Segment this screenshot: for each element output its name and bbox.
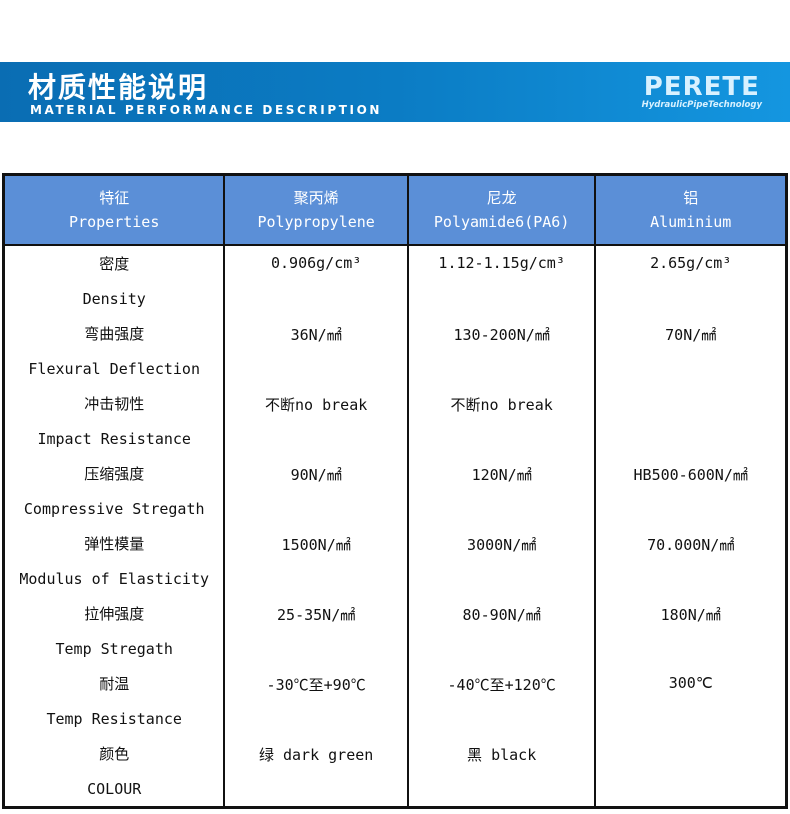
property-en: Impact Resistance xyxy=(2,421,226,456)
header-zh: 特征 xyxy=(99,189,130,207)
property-en: Temp Stregath xyxy=(2,631,226,666)
column-header: 尼龙 Polyamide6(PA6) xyxy=(406,173,597,246)
header-zh: 聚丙烯 xyxy=(293,189,339,207)
polypropylene-value: 36N/㎟ xyxy=(223,316,409,386)
header-banner: 材质性能说明 MATERIAL PERFORMANCE DESCRIPTION … xyxy=(0,62,790,122)
property-en: COLOUR xyxy=(2,771,226,808)
table-row-en: Flexural Deflection xyxy=(2,351,787,386)
property-zh: 密度 xyxy=(2,245,226,281)
property-zh: 压缩强度 xyxy=(2,456,226,491)
header-en: Aluminium xyxy=(650,213,732,231)
polypropylene-value: 90N/㎟ xyxy=(223,456,409,526)
header-zh: 铝 xyxy=(683,189,699,207)
table-row: 拉伸强度 25-35N/㎟ 80-90N/㎟ 180N/㎟ xyxy=(2,596,788,666)
column-header: 特征 Properties xyxy=(2,173,226,246)
property-zh: 弯曲强度 xyxy=(2,316,226,351)
column-header: 聚丙烯 Polypropylene xyxy=(223,173,409,246)
property-en: Density xyxy=(2,281,226,316)
perete-logo: PERETE HydraulicPipeTechnology xyxy=(641,72,762,110)
property-zh: 拉伸强度 xyxy=(2,596,226,631)
property-en: Temp Resistance xyxy=(2,701,226,736)
aluminium-value: 300℃ xyxy=(594,666,788,736)
header-en: Polyamide6(PA6) xyxy=(433,213,570,231)
table-row-en: Modulus of Elasticity xyxy=(2,561,787,596)
table-row: 颜色绿 dark green 黑 black xyxy=(2,736,788,808)
header-zh: 尼龙 xyxy=(486,189,517,207)
aluminium-value xyxy=(594,386,788,456)
property-zh: 颜色 xyxy=(2,736,226,771)
table-row-en: COLOUR xyxy=(2,771,787,808)
polypropylene-value: -30℃至+90℃ xyxy=(223,666,409,736)
header-en: Properties xyxy=(69,213,160,231)
polyamide-value: 130-200N/㎟ xyxy=(406,316,597,386)
header-en: Polypropylene xyxy=(257,213,375,231)
banner-title: 材质性能说明 xyxy=(28,71,209,104)
table-row-en: Impact Resistance xyxy=(2,421,787,456)
property-en: Flexural Deflection xyxy=(2,351,226,386)
aluminium-value xyxy=(594,736,788,808)
property-en: Modulus of Elasticity xyxy=(2,561,226,596)
polypropylene-value: 25-35N/㎟ xyxy=(223,596,409,666)
polypropylene-value: 1500N/㎟ xyxy=(223,526,409,596)
aluminium-value: 180N/㎟ xyxy=(594,596,788,666)
table-row: 压缩强度 90N/㎟ 120N/㎟ HB500-600N/㎟ xyxy=(2,456,788,526)
aluminium-value: 70.000N/㎟ xyxy=(594,526,788,596)
material-properties-table: 特征 Properties 聚丙烯 Polypropylene 尼龙 Polyamide6… xyxy=(2,173,788,809)
table-row: 耐温 -30℃至+90℃ -40℃至+120℃ 300℃ xyxy=(2,666,788,736)
column-header: 铝 Aluminium xyxy=(594,173,788,246)
table-row: 冲击韧性 不断no break 不断no break xyxy=(2,386,788,456)
polyamide-value: 3000N/㎟ xyxy=(406,526,597,596)
table-row: 弹性模量 1500N/㎟ 3000N/㎟ 70.000N/㎟ xyxy=(2,526,788,596)
table-row: 弯曲强度 36N/㎟ 130-200N/㎟ 70N/㎟ xyxy=(2,316,788,386)
aluminium-value: 2.65g/cm³ xyxy=(594,245,788,316)
property-zh: 耐温 xyxy=(2,666,226,701)
table-row-en: Compressive Stregath xyxy=(2,491,787,526)
polypropylene-value: 0.906g/cm³ xyxy=(223,245,409,316)
property-zh: 冲击韧性 xyxy=(2,386,226,421)
polyamide-value: 不断no break xyxy=(406,386,597,456)
table-row: 密度 0.906g/cm³ 1.12-1.15g/cm³ 2.65g/cm³ xyxy=(2,245,788,316)
polyamide-value: -40℃至+120℃ xyxy=(406,666,597,736)
property-zh: 弹性模量 xyxy=(2,526,226,561)
table-row-en: Density xyxy=(2,281,787,316)
polyamide-value: 1.12-1.15g/cm³ xyxy=(406,245,597,316)
property-en: Compressive Stregath xyxy=(2,491,226,526)
table-row-en: Temp Stregath xyxy=(2,631,787,666)
banner-subtitle: MATERIAL PERFORMANCE DESCRIPTION xyxy=(30,103,383,117)
polypropylene-value: 不断no break xyxy=(223,386,409,456)
table-row-en: Temp Resistance xyxy=(2,701,787,736)
aluminium-value: HB500-600N/㎟ xyxy=(594,456,788,526)
polyamide-value: 黑 black xyxy=(406,736,597,808)
polypropylene-value: 绿 dark green xyxy=(223,736,409,808)
polyamide-value: 120N/㎟ xyxy=(406,456,597,526)
polyamide-value: 80-90N/㎟ xyxy=(406,596,597,666)
aluminium-value: 70N/㎟ xyxy=(594,316,788,386)
